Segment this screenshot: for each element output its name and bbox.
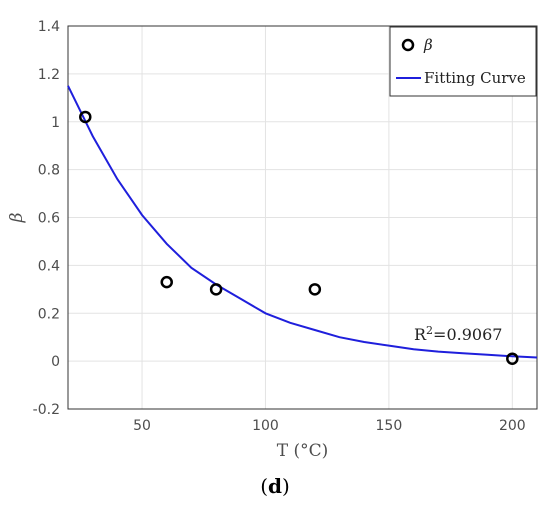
y-tick-labels: -0.2 0 0.2 0.4 0.6 0.8 1 1.2 1.4	[33, 19, 60, 418]
y-tick-label: 1	[51, 115, 60, 131]
annotation-prefix: R	[414, 325, 427, 344]
panel-label: (d)	[0, 474, 550, 498]
x-tick-label: 200	[499, 418, 526, 434]
data-point	[209, 283, 223, 296]
legend-box	[389, 26, 537, 97]
y-axis-label: β	[7, 212, 27, 223]
plot-frame	[67, 25, 538, 410]
legend-marker-circle	[401, 38, 415, 52]
y-tick-label: 0	[51, 354, 60, 370]
data-point	[79, 110, 92, 124]
y-tick-label: 0.8	[38, 163, 60, 179]
legend-label-beta: β	[423, 36, 433, 54]
legend-label-fitting-curve: Fitting Curve	[424, 69, 526, 87]
y-tick-label: 1.2	[38, 67, 60, 83]
panel-label-close: )	[281, 474, 290, 498]
annotation-superscript: 2	[426, 323, 433, 336]
data-point	[506, 352, 519, 365]
y-tick-label: -0.2	[33, 402, 60, 418]
annotation-value: =0.9067	[433, 325, 502, 344]
chart-svg: -0.2 0 0.2 0.4 0.6 0.8 1 1.2 1.4 50 100 150 200 T (…	[7, 19, 538, 461]
y-tick-label: 0.6	[38, 211, 60, 227]
data-point	[308, 283, 322, 296]
x-tick-labels: 50 100 150 200	[133, 418, 526, 434]
y-tick-label: 1.4	[38, 19, 60, 35]
x-tick-label: 100	[252, 418, 279, 434]
panel-label-letter: d	[268, 474, 282, 498]
panel-label-open: (	[260, 474, 268, 498]
x-tick-label: 150	[376, 418, 403, 434]
fitting-curve-line	[67, 85, 538, 359]
x-tick-label: 50	[133, 418, 151, 434]
x-axis-label: T (°C)	[277, 441, 329, 461]
data-point	[160, 275, 173, 289]
y-tick-label: 0.4	[38, 258, 60, 274]
legend: β Fitting Curve	[389, 26, 537, 97]
data-points	[79, 110, 519, 365]
y-tick-label: 0.2	[38, 306, 60, 322]
r-squared-annotation: R2=0.9067	[414, 323, 502, 344]
